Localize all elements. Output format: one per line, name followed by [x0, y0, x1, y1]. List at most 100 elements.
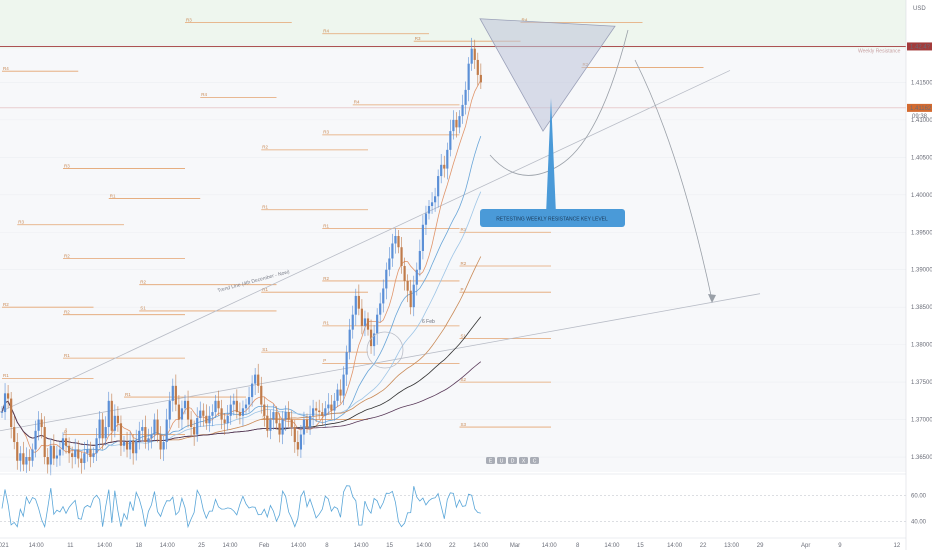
candle-body — [455, 119, 458, 128]
candle-body — [49, 445, 52, 465]
candle-body — [217, 400, 220, 409]
time-tick-label: 13:00 — [724, 543, 740, 549]
pivot-label: R4 — [201, 92, 207, 97]
candle-body — [122, 442, 126, 446]
candle-body — [226, 415, 229, 424]
candle-body — [13, 427, 16, 443]
support-trend-line — [0, 293, 761, 432]
candle-body — [357, 295, 360, 309]
candle-body — [351, 314, 354, 330]
candle-body — [68, 445, 71, 454]
price-tick-label: 1.38500 — [911, 305, 932, 311]
event-marker-label: U — [500, 459, 504, 465]
candle-body — [180, 408, 184, 420]
candle-body — [449, 131, 452, 150]
pivot-label: S3 — [461, 422, 467, 427]
event-marker — [530, 457, 539, 464]
candle-body — [330, 404, 333, 411]
candle-body — [342, 374, 345, 396]
candle-body — [40, 419, 43, 428]
candle-body — [366, 318, 370, 330]
candle-body — [229, 404, 232, 416]
candle-body — [89, 449, 92, 458]
event-marker — [486, 457, 495, 464]
time-tick-label: 14:00 — [542, 543, 558, 549]
price-tick-label: 1.39500 — [911, 230, 932, 236]
candle-body — [235, 400, 238, 413]
callout-text: RETESTING WEEKLY RESISTANCE KEY LEVEL — [496, 217, 608, 223]
pivot-label: R1 — [262, 287, 268, 292]
candle-body — [55, 455, 58, 459]
candle-body — [107, 400, 110, 428]
time-tick-label: 14:00 — [160, 543, 176, 549]
candle-body — [461, 104, 464, 117]
candle-body — [162, 442, 165, 450]
candle-body — [348, 329, 351, 353]
candle-body — [400, 247, 403, 266]
candle-body — [403, 265, 406, 281]
candle-body — [424, 213, 428, 225]
candle-body — [144, 427, 147, 443]
candle-body — [95, 438, 98, 454]
candle-body — [443, 164, 446, 169]
candle-body — [31, 449, 34, 461]
candle-body — [0, 412, 4, 413]
time-tick-label: 14:00 — [29, 543, 45, 549]
event-marker-label: C — [533, 459, 537, 465]
candle-body — [440, 164, 443, 177]
projection-arrow — [634, 59, 713, 301]
time-tick-label: Feb — [259, 543, 270, 549]
candle-body — [183, 400, 187, 409]
candle-body — [7, 393, 10, 399]
pivot-label: R1 — [323, 321, 329, 326]
time-tick-label: 14:00 — [416, 543, 432, 549]
candle-body — [116, 415, 119, 424]
pivot-label: P — [64, 429, 67, 434]
last-price-tag — [907, 103, 932, 112]
candle-body — [52, 445, 55, 459]
price-tick-label: 1.38000 — [911, 343, 932, 349]
candle-body — [318, 410, 321, 413]
oscillator-tick-label: 40.00 — [911, 520, 927, 526]
time-tick-label: 22 — [700, 543, 707, 549]
candle-body — [415, 269, 418, 285]
candle-body — [412, 284, 415, 308]
time-tick-label: 12 — [894, 543, 901, 549]
pivot-label: R2 — [140, 279, 146, 284]
projection-triangle — [479, 18, 616, 132]
candle-body — [101, 419, 104, 439]
event-marker-label: D — [511, 459, 515, 465]
candle-body — [479, 74, 482, 83]
oscillator-tick-label: 60.00 — [911, 494, 927, 500]
candle-body — [278, 423, 281, 435]
resistance-zone — [0, 0, 906, 49]
candle-body — [104, 427, 107, 439]
price-tick-label: 1.40500 — [911, 155, 932, 161]
candle-body — [28, 457, 31, 461]
candle-body — [452, 119, 455, 132]
candle-body — [80, 458, 83, 464]
candle-body — [473, 48, 476, 60]
projection-curve — [489, 29, 629, 176]
candle-body — [232, 400, 235, 405]
moving-average-line — [1, 135, 482, 451]
candle-body — [159, 434, 162, 450]
candle-body — [147, 438, 150, 443]
callout-pointer — [546, 98, 556, 215]
resistance-label: Weekly Resistance — [858, 48, 901, 54]
price-tick-label: 1.39000 — [911, 268, 932, 274]
candle-body — [382, 288, 385, 304]
pivot-label: R3 — [323, 130, 329, 135]
pivot-label: R3 — [415, 36, 421, 41]
price-tick-label: 1.37500 — [911, 380, 932, 386]
price-tick-label: 1.36500 — [911, 455, 932, 461]
candle-body — [339, 389, 342, 396]
candle-body — [129, 440, 132, 450]
candle-body — [397, 236, 400, 248]
candle-body — [305, 419, 309, 428]
price-tick-label: 1.40000 — [911, 193, 932, 199]
candle-body — [10, 398, 13, 428]
candle-body — [272, 412, 275, 420]
candle-body — [177, 404, 180, 420]
